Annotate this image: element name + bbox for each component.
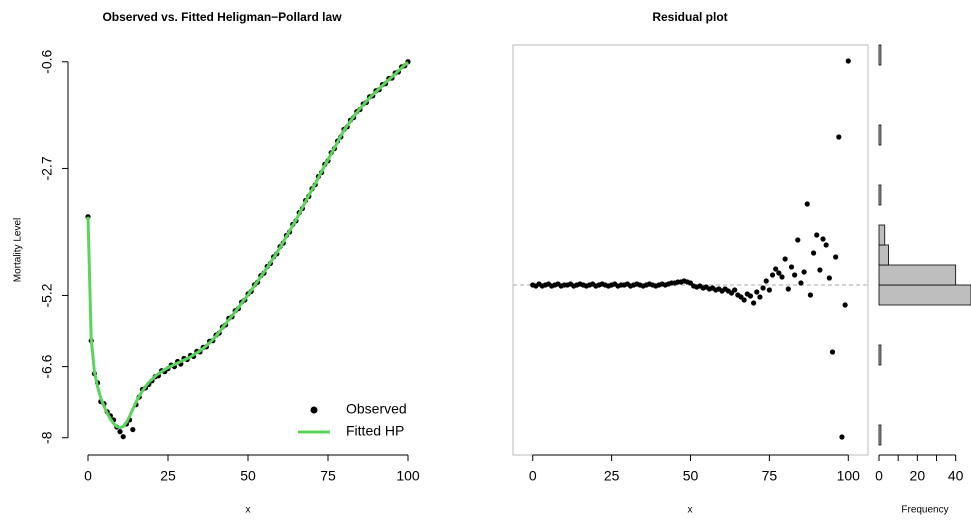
data-point <box>792 272 798 278</box>
data-point <box>760 285 766 291</box>
histogram-bar <box>878 124 882 146</box>
data-point <box>779 274 785 280</box>
histogram-bar <box>878 244 889 266</box>
x-tick-label: 0 <box>875 468 883 484</box>
histogram-bar <box>878 344 882 366</box>
y-tick-label: -0.6 <box>39 49 55 73</box>
x-tick-label: 25 <box>604 468 620 484</box>
data-point <box>117 429 123 435</box>
y-tick-label: -5.2 <box>39 283 55 307</box>
x-tick-label: 100 <box>396 468 420 484</box>
data-point <box>766 287 772 293</box>
x-tick-label: 0 <box>84 468 92 484</box>
x-axis-title: Frequency <box>901 505 948 516</box>
data-point <box>807 292 814 298</box>
y-tick-label: -2.7 <box>39 156 55 180</box>
data-point <box>845 58 851 64</box>
histogram-bar <box>878 184 882 206</box>
data-point <box>798 280 804 286</box>
data-point <box>804 201 810 207</box>
data-point <box>747 293 754 299</box>
data-point <box>732 287 738 293</box>
x-tick-label: 20 <box>910 468 926 484</box>
data-point <box>773 266 779 272</box>
data-point <box>751 300 757 306</box>
data-point <box>826 275 832 281</box>
histogram-bar <box>878 284 971 306</box>
data-point <box>785 286 791 292</box>
x-tick-label: 75 <box>762 468 778 484</box>
data-point <box>842 302 848 308</box>
x-axis-title: x <box>246 505 251 516</box>
data-point <box>836 134 842 140</box>
y-axis-title: Mortality Level <box>13 218 24 282</box>
fitted-line <box>86 61 409 430</box>
chart-title: Residual plot <box>652 10 727 24</box>
x-tick-label: 50 <box>240 468 256 484</box>
y-tick-label: -8 <box>39 431 55 444</box>
data-point <box>801 269 807 275</box>
data-point <box>795 237 801 243</box>
data-point <box>820 236 826 242</box>
y-tick-label: -6.6 <box>39 354 55 378</box>
x-tick-label: 75 <box>320 468 336 484</box>
histogram-bar <box>878 224 886 246</box>
data-point <box>757 294 763 300</box>
data-point <box>829 349 836 355</box>
data-point <box>810 250 817 256</box>
legend-label: Observed <box>346 401 407 417</box>
histogram-bar <box>878 44 882 66</box>
data-point <box>788 264 795 270</box>
x-tick-label: 50 <box>683 468 699 484</box>
x-tick-label: 40 <box>948 468 964 484</box>
data-point <box>782 256 788 262</box>
data-point <box>754 289 760 295</box>
data-point <box>763 278 769 284</box>
histogram-bar <box>878 424 882 446</box>
plot-frame <box>512 44 869 456</box>
data-point <box>817 267 823 273</box>
x-tick-label: 100 <box>837 468 861 484</box>
x-tick-label: 25 <box>160 468 176 484</box>
x-tick-label: 0 <box>529 468 537 484</box>
chart-title: Observed vs. Fitted Heligman−Pollard law <box>102 10 342 24</box>
data-point <box>120 434 126 440</box>
data-point <box>776 270 782 276</box>
x-axis-title: x <box>688 505 693 516</box>
data-point <box>130 426 136 433</box>
histogram-bar <box>878 264 957 286</box>
legend-label: Fitted HP <box>346 423 404 439</box>
data-point <box>823 242 829 248</box>
legend-swatch <box>310 406 318 414</box>
data-point <box>741 297 747 303</box>
data-point <box>814 232 820 238</box>
data-point <box>839 434 845 440</box>
data-point <box>833 254 839 260</box>
data-point <box>769 272 776 278</box>
